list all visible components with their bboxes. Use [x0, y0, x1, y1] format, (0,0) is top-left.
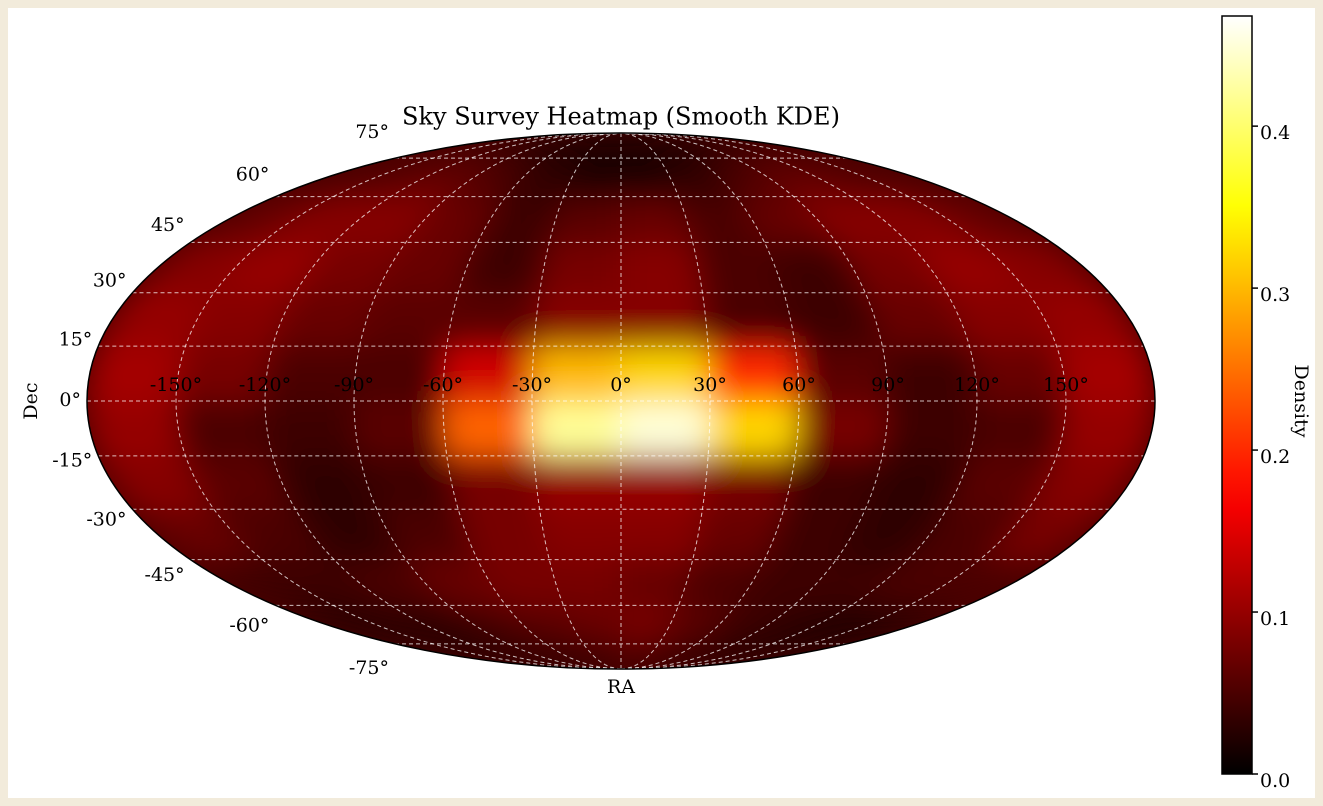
heatmap-cell [783, 455, 883, 510]
y-tick-label: -30° [86, 509, 126, 531]
heatmap-cell [539, 241, 622, 294]
y-tick-label: 45° [151, 214, 185, 236]
heatmap-cell [794, 400, 889, 457]
heatmap-cell [968, 400, 1067, 457]
y-tick-label: -75° [349, 657, 389, 679]
y-tick-label: 15° [59, 328, 93, 350]
heatmap-cell [359, 455, 459, 510]
colorbar-tick-label: 0.4 [1260, 122, 1290, 144]
heatmap-cell [701, 455, 796, 510]
heatmap-cell [533, 455, 622, 510]
x-tick-label: -120° [239, 374, 291, 396]
colorbar-ticks: 0.0 0.1 0.2 0.3 0.4 [1252, 122, 1290, 792]
x-tick-label: 150° [1043, 374, 1089, 396]
heatmap-cell [783, 292, 883, 347]
heatmap-cell [1055, 400, 1155, 457]
x-tick-label: 120° [954, 374, 1000, 396]
heatmap-cell [620, 400, 711, 457]
colorbar-tick-label: 0.2 [1260, 446, 1290, 468]
map-border [86, 132, 1156, 670]
colorbar-label: Density [1290, 365, 1312, 438]
heatmap-cell [87, 400, 187, 457]
x-tick-label: -30° [512, 374, 552, 396]
heatmap-cell [442, 400, 535, 457]
colorbar [1221, 15, 1253, 775]
x-tick-label: 90° [871, 374, 905, 396]
y-tick-label: -60° [229, 615, 269, 637]
heatmap-cell [620, 241, 703, 294]
y-tick-label: 75° [355, 121, 389, 143]
colorbar-tick-label: 0.3 [1260, 284, 1290, 306]
graticule [87, 133, 1155, 669]
x-tick-label: -150° [150, 374, 202, 396]
x-tick-label: 60° [782, 374, 816, 396]
map-area [87, 133, 1155, 669]
heatmap-cell [701, 292, 796, 347]
y-axis-label: Dec [20, 382, 42, 419]
y-tick-label: 60° [236, 163, 270, 185]
meridian [442, 133, 622, 669]
heatmap-cell [881, 400, 978, 457]
colorbar-tick-label: 0.1 [1260, 608, 1290, 630]
heatmap-cell [707, 400, 800, 457]
heatmap-cell [175, 400, 274, 457]
y-tick-label: 0° [59, 389, 81, 411]
chart-title: Sky Survey Heatmap (Smooth KDE) [402, 103, 840, 131]
heatmap-cell [620, 508, 703, 561]
x-tick-label: -60° [423, 374, 463, 396]
meridian [620, 133, 711, 669]
heatmap-cell [446, 455, 541, 510]
y-tick-label: 30° [93, 269, 127, 291]
y-tick-label: -45° [145, 564, 185, 586]
x-tick-label: 30° [693, 374, 727, 396]
colorbar-tick-label: 0.0 [1260, 770, 1290, 792]
x-axis-label: RA [607, 676, 635, 698]
heatmap-cell [446, 292, 541, 347]
heatmap-cell [533, 292, 622, 347]
meridian [620, 133, 800, 669]
y-tick-label: -15° [52, 450, 92, 472]
heatmap-cell [620, 455, 709, 510]
heatmap-cell [620, 292, 709, 347]
heatmap-cell [359, 292, 459, 347]
tick-labels: -150° -120° -90° -60° -30° 0° 30° 60° 90° 120° 150… [52, 121, 1089, 679]
heatmap-cell [531, 400, 622, 457]
heatmap-cell [264, 400, 361, 457]
heatmap-cell [353, 400, 448, 457]
x-tick-label: -90° [334, 374, 374, 396]
x-tick-label: 0° [610, 374, 632, 396]
heatmap-cell [539, 508, 622, 561]
